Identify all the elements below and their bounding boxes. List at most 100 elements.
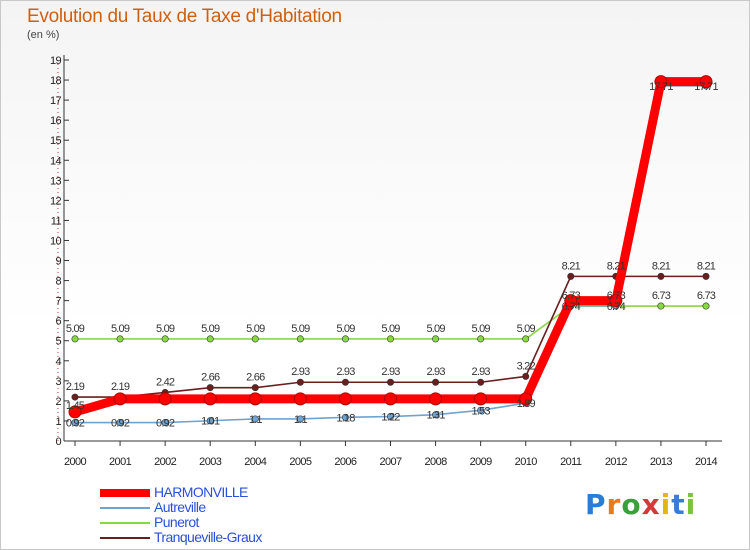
data-label-autreville-2002: 0.92 [156,418,175,430]
data-label-autreville-2006: 1.18 [336,412,355,424]
y-tick-label-15: 15 [50,135,62,147]
point-punerot-2000 [71,335,79,343]
data-label-tranqueville-2013: 8.21 [652,260,671,272]
data-label-tranqueville-2002: 2.42 [156,376,175,388]
point-harmonville-2000 [68,405,82,419]
x-tick-label-2004: 2004 [244,456,267,468]
data-label-tranqueville-2012: 8.21 [607,260,626,272]
x-tick-label-2012: 2012 [605,456,628,468]
data-label-punerot-2012: 6.73 [607,290,626,302]
data-label-tranqueville-2000: 2.19 [66,381,85,393]
point-harmonville-2009 [474,392,488,406]
logo-letter: x [641,488,661,521]
point-punerot-2005 [296,335,304,343]
data-label-autreville-2008: 1.31 [426,410,445,422]
point-autreville-2000 [71,419,79,427]
series-line-harmonville [70,77,711,417]
logo-letter: i [660,488,672,521]
data-label-autreville-2001: 0.92 [111,418,130,430]
point-tranqueville-2010 [522,372,530,380]
point-tranqueville-2008 [432,378,440,386]
point-harmonville-2006 [338,392,352,406]
data-label-tranqueville-2007: 2.93 [381,366,400,378]
point-harmonville-2005 [293,392,307,406]
data-label-punerot-2004: 5.09 [246,323,265,335]
point-autreville-2001 [116,419,124,427]
x-tick-label-2008: 2008 [425,456,448,468]
x-tick-label-2005: 2005 [289,456,312,468]
data-label-autreville-2000: 0.92 [66,418,85,430]
logo-letter: o [621,488,642,521]
data-label-tranqueville-2008: 2.93 [426,366,445,378]
point-harmonville-2014 [699,75,713,89]
point-autreville-2003 [206,417,214,425]
legend-swatch-punerot [100,522,150,524]
point-autreville-2002 [161,419,169,427]
data-label-autreville-2005: 1.1 [294,414,308,426]
data-label-autreville-2003: 1.01 [201,416,220,428]
x-tick-label-2000: 2000 [64,456,87,468]
data-label-tranqueville-2014: 8.21 [697,260,716,272]
x-tick-label-2011: 2011 [560,456,582,468]
x-tick-label-2003: 2003 [199,456,222,468]
y-tick-label-5: 5 [55,336,61,348]
data-label-punerot-2011: 6.73 [562,290,581,302]
y-tick-label-2: 2 [55,396,61,408]
point-harmonville-2013 [654,75,668,89]
x-tick-label-2010: 2010 [515,456,538,468]
point-harmonville-2012 [609,294,623,308]
logo-letter: i [685,488,697,521]
point-tranqueville-2013 [657,272,665,280]
x-tick-label-2013: 2013 [650,456,673,468]
point-punerot-2001 [116,335,124,343]
point-harmonville-2002 [158,392,172,406]
data-label-tranqueville-2009: 2.93 [472,366,491,378]
y-tick-label-1: 1 [55,416,61,428]
data-label-autreville-2012: 6.74 [607,301,626,313]
point-autreville-2005 [296,415,304,423]
y-tick-label-17: 17 [50,95,62,107]
data-label-punerot-2007: 5.09 [381,323,400,335]
legend-label-tranqueville: Tranqueville-Graux [154,529,262,545]
y-tick-label-7: 7 [55,296,61,308]
point-harmonville-2007 [384,392,397,406]
legend-swatch-harmonville [100,489,150,497]
point-punerot-2007 [386,335,394,343]
data-label-autreville-2013: 17.71 [649,81,673,93]
point-punerot-2009 [477,335,485,343]
point-harmonville-2010 [519,392,533,406]
point-harmonville-2008 [429,392,443,406]
point-tranqueville-2011 [567,272,575,280]
y-tick-label-4: 4 [55,356,61,368]
data-label-punerot-2014: 6.73 [697,290,716,302]
data-label-autreville-2014: 17.71 [694,81,718,93]
point-autreville-2004 [251,415,259,423]
point-tranqueville-2007 [386,378,394,386]
y-tick-label-13: 13 [50,175,62,187]
legend-label-harmonville: HARMONVILLE [154,484,248,500]
data-label-autreville-2007: 1.22 [381,412,400,424]
data-label-punerot-2008: 5.09 [426,323,445,335]
y-tick-label-6: 6 [55,316,61,328]
data-label-tranqueville-2003: 2.66 [201,372,220,384]
data-label-punerot-2009: 5.09 [472,323,491,335]
y-tick-label-11: 11 [51,215,62,227]
point-tranqueville-2009 [477,378,485,386]
point-punerot-2006 [341,335,349,343]
legend-swatch-autreville [100,507,150,509]
point-harmonville-2001 [113,392,127,406]
data-label-punerot-2006: 5.09 [336,323,355,335]
data-label-autreville-2009: 1.53 [472,405,491,417]
y-tick-label-16: 16 [50,115,62,127]
data-label-punerot-2005: 5.09 [291,323,310,335]
x-tick-label-2014: 2014 [695,456,718,468]
data-label-tranqueville-2011: 8.21 [562,260,581,272]
point-tranqueville-2014 [702,272,710,280]
x-tick-label-2001: 2001 [109,456,132,468]
data-label-punerot-2010: 5.09 [517,323,536,335]
point-tranqueville-2004 [251,384,259,392]
point-punerot-2014 [702,302,710,310]
data-label-autreville-2011: 6.74 [562,301,581,313]
point-tranqueville-2003 [206,384,214,392]
